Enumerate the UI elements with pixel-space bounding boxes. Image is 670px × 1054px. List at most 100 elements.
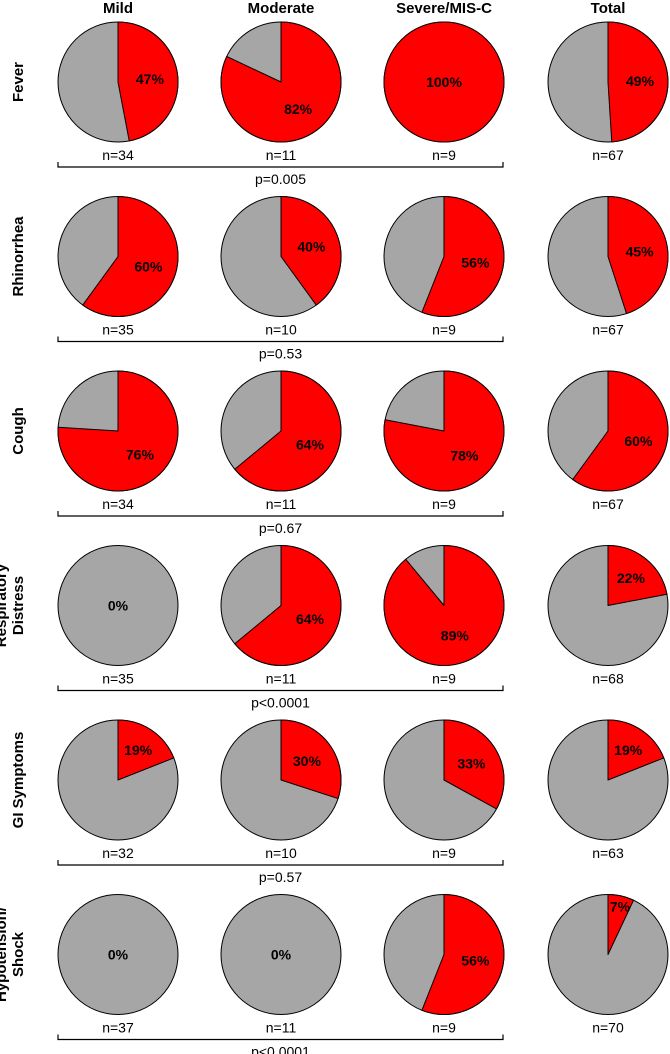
column-header-severe-mis-c: Severe/MIS-C [396, 0, 492, 17]
percent-label: 64% [296, 437, 325, 453]
n-label: n=9 [432, 845, 456, 861]
row-label-gi-symptoms: GI Symptoms [10, 732, 27, 829]
comparison-bracket [57, 685, 504, 692]
pie-slice-positive [234, 545, 342, 666]
n-label: n=67 [592, 147, 624, 163]
n-label: n=70 [592, 1020, 624, 1036]
row-label-hypotension-shock: Hypotension/Shock [0, 906, 27, 1002]
pie-slice-positive [383, 545, 505, 666]
percent-label: 64% [296, 611, 325, 627]
n-label: n=11 [266, 496, 297, 512]
n-label: n=32 [102, 845, 134, 861]
percent-label: 40% [297, 239, 326, 255]
percent-label: 82% [284, 101, 313, 117]
percent-label: 0% [108, 598, 129, 614]
n-label: n=63 [592, 845, 624, 861]
percent-label: 56% [461, 255, 490, 271]
n-label: n=35 [102, 322, 134, 338]
percent-label: 60% [134, 258, 163, 274]
n-label: n=37 [102, 1020, 134, 1036]
pie-slice-positive [607, 719, 665, 781]
pie-slice-positive [607, 545, 668, 606]
row-label-line: GI Symptoms [10, 732, 27, 829]
pie-hypotension-shock-moderate [220, 894, 342, 1015]
row-label-cough: Cough [10, 407, 27, 454]
percent-label: 78% [450, 448, 479, 464]
pie-slice-positive [443, 719, 505, 810]
comparison-bracket [57, 511, 504, 517]
n-label: n=9 [432, 147, 456, 163]
row-label-line: Distress [10, 576, 27, 635]
pie-slice-positive [572, 370, 669, 492]
n-label: n=9 [432, 671, 456, 687]
n-label: n=35 [102, 671, 134, 687]
n-label: n=9 [432, 496, 456, 512]
pie-slice-positive [117, 719, 175, 781]
n-label: n=34 [102, 496, 134, 512]
percent-label: 89% [441, 628, 470, 644]
percent-label: 0% [108, 947, 129, 963]
pie-slice-positive [57, 370, 179, 492]
percent-label: 19% [124, 742, 153, 758]
p-value-label: p=0.53 [259, 346, 302, 362]
row-label-line: Fever [10, 62, 27, 102]
p-value-label: p=0.57 [259, 869, 302, 885]
row-label-line: Hypotension/ [0, 906, 10, 1002]
percent-label: 60% [624, 433, 653, 449]
row-label-line: Shock [10, 931, 27, 977]
p-value-label: p=0.67 [259, 520, 302, 536]
row-label-line: Respiratory [0, 563, 10, 647]
n-label: n=11 [266, 1020, 297, 1036]
p-value-label: p<0.0001 [251, 695, 310, 711]
pie-slice-positive [421, 196, 505, 317]
n-label: n=10 [265, 322, 297, 338]
pie-slice-positive [383, 21, 505, 143]
pie-slice-positive [607, 21, 669, 143]
percent-label: 19% [614, 742, 643, 758]
pie-slice-positive [607, 894, 635, 955]
pie-slice-positive [234, 370, 342, 492]
p-value-label: p=0.005 [255, 171, 306, 187]
row-label-line: Rhinorrhea [10, 216, 27, 297]
percent-label: 47% [136, 71, 165, 87]
row-label-rhinorrhea: Rhinorrhea [10, 216, 27, 297]
pie-slice-positive [421, 894, 505, 1015]
n-label: n=11 [266, 671, 297, 687]
pie-respiratory-distress-mild [57, 545, 179, 666]
percent-label: 22% [617, 570, 646, 586]
column-header-total: Total [591, 0, 626, 17]
percent-label: 0% [271, 947, 292, 963]
n-label: n=68 [592, 671, 624, 687]
comparison-bracket [57, 162, 504, 168]
n-label: n=34 [102, 147, 134, 163]
n-label: n=67 [592, 322, 624, 338]
pie-slice-positive [82, 196, 179, 317]
comparison-bracket [57, 1034, 504, 1041]
pie-slice-positive [280, 196, 342, 306]
percent-label: 45% [626, 244, 655, 260]
row-label-respiratory-distress: RespiratoryDistress [0, 563, 27, 647]
percent-label: 49% [626, 73, 655, 89]
percent-label: 30% [293, 753, 322, 769]
n-label: n=9 [432, 322, 456, 338]
comparison-bracket [57, 336, 504, 343]
n-label: n=11 [266, 147, 297, 163]
n-label: n=9 [432, 1020, 456, 1036]
percent-label: 100% [426, 74, 462, 90]
percent-label: 7% [610, 899, 631, 915]
pie-slice-positive [220, 21, 342, 143]
pie-slice-positive [117, 21, 179, 142]
percent-label: 33% [457, 756, 486, 772]
comparison-bracket [57, 860, 504, 866]
row-label-fever: Fever [10, 62, 27, 102]
pie-slice-positive [383, 370, 505, 492]
column-header-mild: Mild [103, 0, 133, 17]
percent-label: 56% [461, 953, 490, 969]
percent-label: 76% [126, 446, 155, 462]
column-header-moderate: Moderate [248, 0, 315, 17]
n-label: n=67 [592, 496, 624, 512]
p-value-label: p<0.0001 [251, 1044, 310, 1054]
n-label: n=10 [265, 845, 297, 861]
pie-hypotension-shock-mild [57, 894, 179, 1015]
